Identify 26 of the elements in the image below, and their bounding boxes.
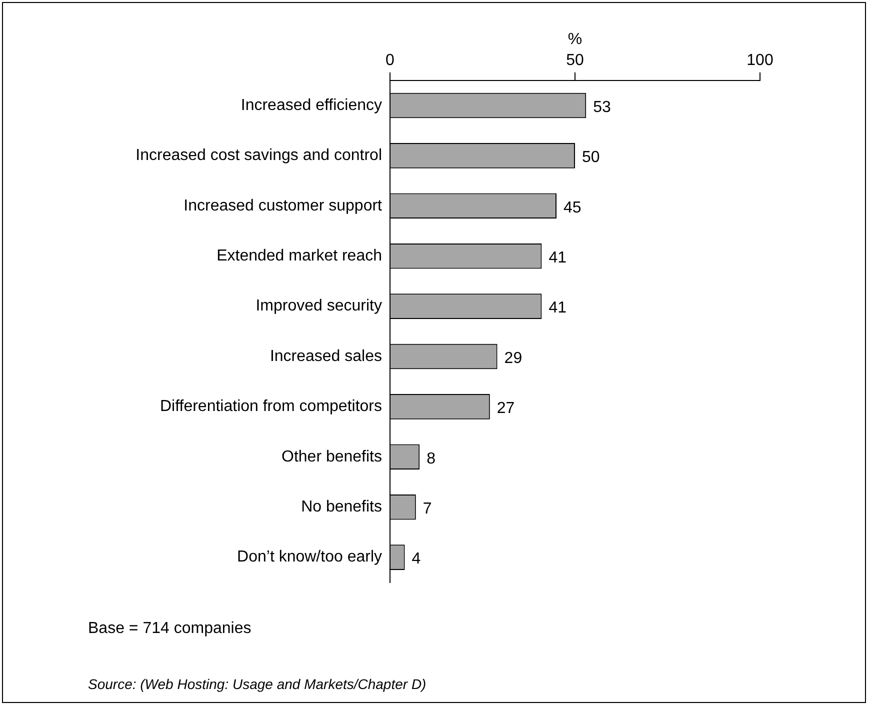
data-label: 50 (582, 149, 600, 166)
y-tick-label: Improved security (256, 298, 382, 315)
y-tick-label: No benefits (301, 498, 382, 516)
data-label: 29 (504, 350, 522, 367)
data-label: 41 (548, 250, 567, 267)
x-axis-title: % (568, 31, 582, 48)
text: Base = 714 companies (88, 620, 252, 638)
y-tick-label: Extended market reach (216, 248, 382, 265)
data-label: 7 (422, 500, 432, 518)
y-tick-label: Increased efficiency (240, 96, 382, 114)
data-label: 4 (412, 550, 421, 568)
y-tick-label: Increased cost savings and control (136, 147, 382, 164)
x-tick-label: 0 (386, 52, 395, 70)
data-label: 8 (426, 450, 436, 468)
y-tick-label: Increased sales (270, 348, 382, 365)
y-tick-label: Other benefits (282, 448, 382, 466)
y-tick-label: Differentiation from competitors (160, 398, 382, 416)
y-tick-label: Increased customer support (184, 197, 383, 214)
y-tick-label: Don’t know/too early (237, 548, 382, 566)
x-tick-label: 50 (566, 52, 584, 70)
data-label: 45 (564, 199, 582, 216)
data-label: 27 (496, 400, 515, 418)
source-note: Source: (Web Hosting: Usage and Markets/Chapter D) (88, 676, 426, 692)
data-label: 41 (548, 300, 567, 317)
x-tick-label: 100 (746, 52, 774, 70)
data-label: 53 (593, 98, 611, 116)
